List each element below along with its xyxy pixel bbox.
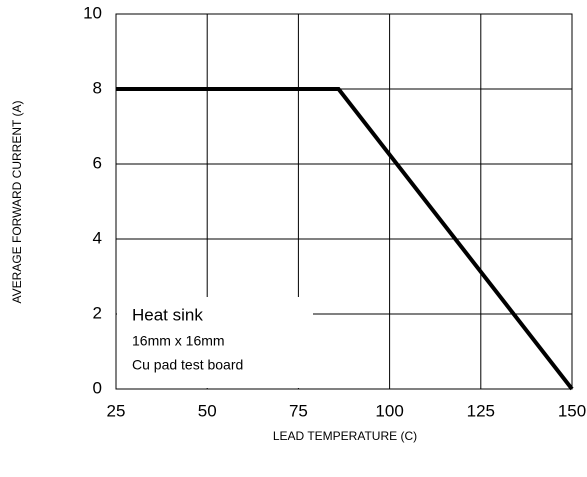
- annotation: Heat sink: [132, 305, 203, 324]
- x-tick-label: 125: [467, 401, 495, 420]
- y-axis-label: AVERAGE FORWARD CURRENT (A): [10, 101, 24, 304]
- x-tick-label: 75: [289, 401, 308, 420]
- y-tick-label: 2: [93, 303, 102, 322]
- y-tick-label: 10: [83, 3, 102, 22]
- annotation: Cu pad test board: [132, 357, 243, 373]
- x-tick-label: 100: [375, 401, 403, 420]
- x-axis-label: LEAD TEMPERATURE (C): [273, 429, 417, 443]
- x-tick-label: 25: [107, 401, 126, 420]
- y-tick-label: 4: [93, 228, 102, 247]
- y-tick-label: 6: [93, 153, 102, 172]
- data-line: [116, 87, 574, 391]
- y-tick-label: 8: [93, 78, 102, 97]
- annotation: 16mm x 16mm: [132, 333, 225, 349]
- y-tick-label: 0: [93, 378, 102, 397]
- plot-frame: [115, 13, 573, 390]
- x-tick-label: 150: [558, 401, 586, 420]
- annotation-box: [117, 297, 313, 388]
- x-tick-label: 50: [198, 401, 217, 420]
